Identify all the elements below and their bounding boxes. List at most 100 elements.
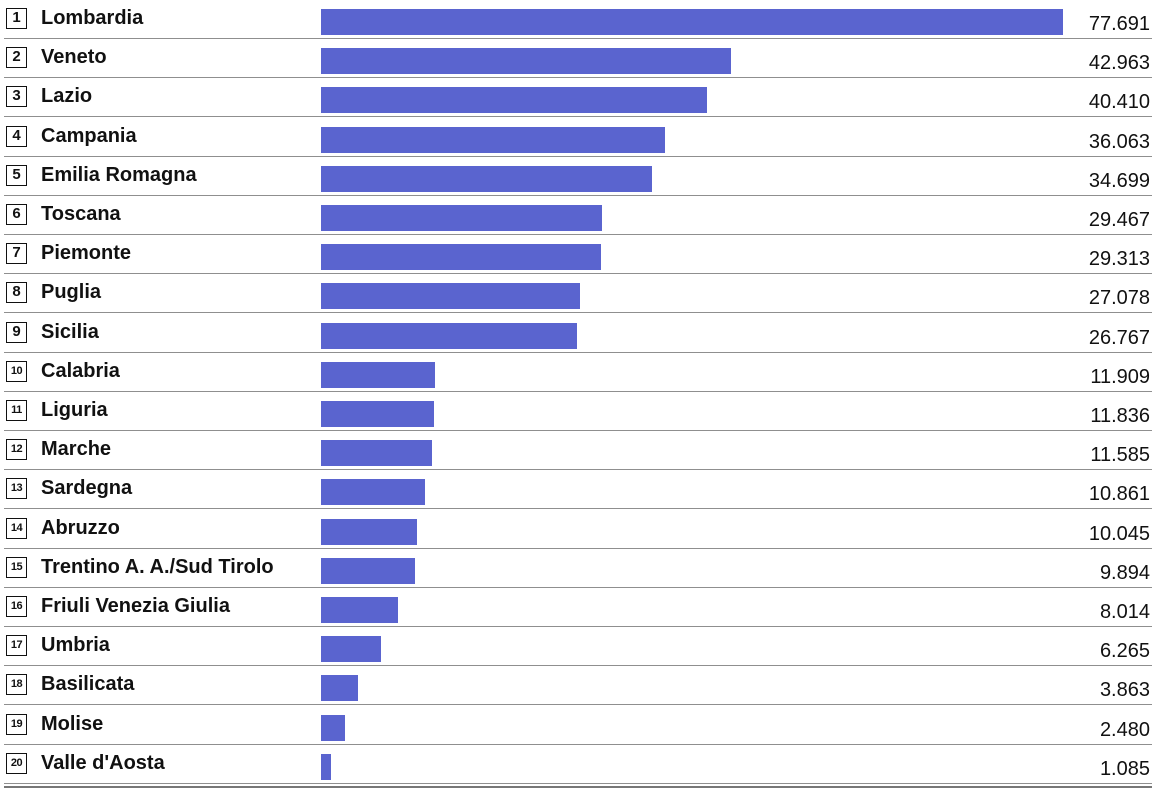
value-label: 10.045	[1088, 522, 1150, 545]
value-label: 11.909	[1090, 365, 1150, 388]
chart-row: 6 Toscana 29.467	[0, 196, 1156, 235]
value-label: 40.410	[1088, 91, 1150, 114]
bar	[321, 165, 653, 192]
bar	[321, 440, 432, 467]
bar	[321, 361, 435, 388]
chart-row: 4 Campania 36.063	[0, 118, 1156, 157]
category-label: Campania	[41, 124, 137, 147]
bar	[321, 48, 732, 75]
chart-row: 15 Trentino A. A./Sud Tirolo 9.894	[0, 549, 1156, 588]
bar	[321, 244, 601, 271]
category-label: Trentino A. A./Sud Tirolo	[41, 555, 274, 578]
category-label: Lazio	[41, 85, 93, 108]
bar	[321, 322, 577, 349]
category-label: Abruzzo	[41, 516, 120, 539]
rank-badge: 3	[6, 86, 27, 108]
value-label: 3.863	[1099, 679, 1150, 702]
bar	[321, 714, 345, 741]
value-label: 27.078	[1088, 287, 1150, 310]
value-label: 10.861	[1088, 483, 1150, 506]
category-label: Sardegna	[41, 477, 133, 500]
chart-row: 2 Veneto 42.963	[0, 39, 1156, 79]
chart-row: 10 Calabria 11.909	[0, 353, 1156, 392]
rank-badge: 13	[6, 478, 27, 500]
value-label: 1.085	[1099, 757, 1150, 780]
value-label: 9.894	[1099, 561, 1150, 584]
category-label: Lombardia	[41, 7, 144, 29]
bar	[321, 518, 417, 545]
bar	[321, 557, 416, 584]
chart-row: 8 Puglia 27.078	[0, 274, 1156, 314]
chart-row: 11 Liguria 11.836	[0, 392, 1156, 431]
value-label: 36.063	[1088, 130, 1150, 153]
rank-badge: 14	[6, 517, 27, 539]
category-label: Toscana	[41, 203, 121, 225]
chart-row: 5 Emilia Romagna 34.699	[0, 157, 1156, 196]
category-label: Calabria	[41, 359, 120, 382]
bar	[321, 675, 358, 702]
bar	[321, 753, 332, 780]
value-label: 42.963	[1088, 52, 1150, 75]
value-label: 29.467	[1088, 209, 1150, 231]
chart-row: 14 Abruzzo 10.045	[0, 510, 1156, 549]
category-label: Puglia	[41, 281, 102, 304]
rank-badge: 10	[6, 360, 27, 382]
chart-row: 13 Sardegna 10.861	[0, 470, 1156, 510]
value-label: 6.265	[1099, 640, 1150, 663]
category-label: Molise	[41, 712, 104, 735]
chart-row: 9 Sicilia 26.767	[0, 314, 1156, 353]
bar	[321, 87, 707, 114]
bar	[321, 401, 435, 427]
chart-row: 17 Umbria 6.265	[0, 627, 1156, 667]
value-label: 29.313	[1088, 248, 1150, 271]
category-label: Friuli Venezia Giulia	[41, 595, 230, 617]
category-label: Marche	[41, 438, 112, 461]
bar	[321, 283, 580, 310]
rank-badge: 4	[6, 125, 27, 147]
rank-badge: 2	[6, 47, 27, 69]
bar	[321, 205, 603, 231]
value-label: 77.691	[1088, 13, 1150, 35]
chart-row: 20 Valle d'Aosta 1.085	[0, 745, 1156, 784]
rank-badge: 8	[6, 282, 27, 304]
rank-badge: 16	[6, 596, 27, 617]
bar	[321, 636, 381, 663]
rank-badge: 18	[6, 674, 27, 696]
rank-badge: 7	[6, 243, 27, 265]
chart-row: 12 Marche 11.585	[0, 431, 1156, 471]
bar	[321, 9, 1063, 35]
chart-row: 7 Piemonte 29.313	[0, 235, 1156, 275]
rank-badge: 9	[6, 321, 27, 343]
category-label: Veneto	[41, 46, 107, 69]
rank-badge: 17	[6, 635, 27, 657]
category-label: Umbria	[41, 634, 110, 657]
chart-row: 16 Friuli Venezia Giulia 8.014	[0, 588, 1156, 627]
bar	[321, 597, 398, 623]
rank-badge: 11	[6, 400, 27, 421]
chart-row: 1 Lombardia 77.691	[0, 0, 1156, 39]
category-label: Basilicata	[41, 673, 135, 696]
rank-badge: 20	[6, 752, 27, 774]
category-label: Liguria	[41, 399, 108, 421]
value-label: 2.480	[1099, 718, 1150, 741]
category-label: Piemonte	[41, 242, 132, 265]
rank-badge: 6	[6, 204, 27, 225]
value-label: 11.836	[1090, 405, 1150, 427]
rank-badge: 12	[6, 439, 27, 461]
category-label: Emilia Romagna	[41, 163, 197, 186]
category-label: Valle d'Aosta	[41, 751, 165, 774]
chart-row: 18 Basilicata 3.863	[0, 666, 1156, 706]
rank-badge: 5	[6, 164, 27, 186]
bar	[321, 479, 425, 506]
rank-badge: 19	[6, 713, 27, 735]
rank-badge: 15	[6, 556, 27, 578]
value-label: 11.585	[1090, 444, 1150, 467]
value-label: 8.014	[1099, 601, 1150, 623]
chart-row: 19 Molise 2.480	[0, 706, 1156, 745]
bottom-rule	[4, 786, 1152, 788]
category-label: Sicilia	[41, 320, 99, 343]
chart-row: 3 Lazio 40.410	[0, 78, 1156, 118]
value-label: 26.767	[1088, 326, 1150, 349]
bar	[321, 126, 666, 153]
